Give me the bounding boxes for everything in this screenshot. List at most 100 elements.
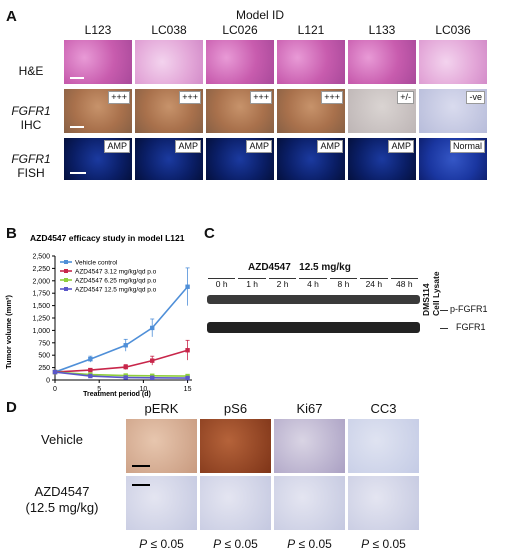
legend-label: Vehicle control bbox=[75, 260, 118, 267]
ihc-image bbox=[273, 418, 346, 474]
y-tick-label: 1,750 bbox=[32, 291, 50, 298]
y-tick-label: 2,250 bbox=[32, 266, 50, 273]
p-value: P ≤ 0.05 bbox=[361, 537, 406, 551]
timepoint-label: 4 h bbox=[299, 278, 327, 289]
ihc-image: +/- bbox=[347, 88, 417, 134]
ihc-image bbox=[273, 475, 346, 531]
data-point bbox=[88, 373, 93, 379]
p-value: P ≤ 0.05 bbox=[213, 537, 258, 551]
stain-name: Ki67 bbox=[296, 401, 323, 416]
data-point bbox=[150, 325, 155, 331]
data-point bbox=[123, 364, 128, 370]
legend-label: AZD4547 3.12 mg/kg/qd p.o bbox=[75, 269, 157, 276]
timepoint-label: 24 h bbox=[360, 278, 388, 289]
ihc-image bbox=[347, 418, 420, 474]
blot-title: AZD4547 12.5 mg/kg bbox=[248, 262, 351, 273]
model-name: LC036 bbox=[435, 23, 471, 37]
panel-d-label: D bbox=[6, 399, 17, 416]
model-name: L121 bbox=[297, 23, 325, 37]
he-image bbox=[276, 39, 346, 85]
timepoint-label: 0 h bbox=[208, 278, 236, 289]
stain-name: CC3 bbox=[370, 401, 397, 416]
band-label-p-fgfr1: p-FGFR1 bbox=[450, 304, 488, 314]
y-tick-label: 750 bbox=[38, 340, 50, 347]
ihc-score: +++ bbox=[250, 91, 272, 104]
ihc-score: -ve bbox=[466, 91, 485, 104]
fish-image: AMP bbox=[347, 137, 417, 181]
series-line bbox=[54, 286, 189, 373]
ihc-score: +/- bbox=[397, 91, 414, 104]
chart-title: AZD4547 efficacy study in model L121 bbox=[30, 233, 185, 243]
ihc-image bbox=[199, 418, 272, 474]
ihc-score: +++ bbox=[321, 91, 343, 104]
fish-status: AMP bbox=[175, 140, 201, 153]
efficacy-chart: AZD4547 efficacy study in model L121 Tum… bbox=[4, 233, 192, 398]
ihc-image bbox=[125, 418, 198, 474]
p-fgfr1-band bbox=[207, 295, 420, 304]
fish-image: AMP bbox=[134, 137, 204, 181]
data-point bbox=[185, 284, 190, 289]
p-value: P ≤ 0.05 bbox=[139, 537, 184, 551]
fish-status: Normal bbox=[449, 140, 485, 153]
data-point bbox=[123, 375, 128, 380]
x-tick-label: 0 bbox=[53, 386, 57, 393]
he-image bbox=[347, 39, 417, 85]
he-image bbox=[418, 39, 488, 85]
panel-c-label: C bbox=[204, 225, 215, 242]
fgfr1-band bbox=[207, 322, 420, 333]
row-label-ihc: FGFR1 IHC bbox=[11, 104, 51, 132]
series-line bbox=[54, 349, 188, 373]
ihc-image: +++ bbox=[276, 88, 346, 134]
ihc-image bbox=[125, 475, 198, 531]
model-name: L133 bbox=[368, 23, 396, 37]
row-label-fish: FGFR1 FISH bbox=[11, 152, 51, 180]
band-tick bbox=[440, 310, 448, 311]
band-label-fgfr1: FGFR1 bbox=[456, 322, 486, 332]
model-name: LC038 bbox=[151, 23, 187, 37]
x-tick-label: 15 bbox=[184, 386, 192, 393]
legend-swatch-marker bbox=[64, 260, 68, 264]
data-point bbox=[150, 358, 155, 363]
fish-status: AMP bbox=[246, 140, 272, 153]
scale-bar bbox=[132, 465, 150, 467]
scale-bar bbox=[132, 484, 150, 486]
scale-bar bbox=[70, 172, 86, 174]
data-point bbox=[88, 367, 93, 373]
data-point bbox=[185, 348, 190, 353]
ihc-image bbox=[199, 475, 272, 531]
timepoint-label: 8 h bbox=[329, 278, 358, 289]
ihc-image: +++ bbox=[63, 88, 133, 134]
ihc-image: -ve bbox=[418, 88, 488, 134]
stain-name: pS6 bbox=[223, 401, 248, 416]
y-tick-label: 1,000 bbox=[32, 328, 50, 335]
ihc-score: +++ bbox=[179, 91, 201, 104]
fish-status: AMP bbox=[317, 140, 343, 153]
data-point bbox=[185, 375, 190, 381]
fish-status: AMP bbox=[104, 140, 130, 153]
legend-label: AZD4547 6.25 mg/kg/qd p.o bbox=[75, 278, 157, 285]
panel-b-label: B bbox=[6, 225, 17, 242]
he-image bbox=[63, 39, 133, 85]
model-name: L123 bbox=[84, 23, 112, 37]
legend-swatch-marker bbox=[64, 278, 68, 282]
y-tick-label: 2,500 bbox=[32, 254, 50, 261]
ihc-image: +++ bbox=[205, 88, 275, 134]
legend-label: AZD4547 12.5 mg/kg/qd p.o bbox=[75, 287, 157, 294]
fish-image: AMP bbox=[205, 137, 275, 181]
row-label-vehicle: Vehicle bbox=[41, 432, 83, 447]
ihc-image bbox=[347, 475, 420, 531]
fish-image: AMP bbox=[276, 137, 346, 181]
ihc-image: +++ bbox=[134, 88, 204, 134]
fish-status: AMP bbox=[388, 140, 414, 153]
y-axis-label: Tumor volume (mm³) bbox=[4, 294, 13, 369]
p-value: P ≤ 0.05 bbox=[287, 537, 332, 551]
y-tick-label: 2,000 bbox=[32, 278, 50, 285]
legend-swatch-marker bbox=[64, 287, 68, 291]
x-tick-label: 5 bbox=[97, 386, 101, 393]
he-image bbox=[205, 39, 275, 85]
timepoint-label: 2 h bbox=[268, 278, 297, 289]
y-tick-label: 1,250 bbox=[32, 316, 50, 323]
scale-bar bbox=[70, 126, 84, 128]
data-point bbox=[150, 375, 155, 380]
model-name: LC026 bbox=[222, 23, 258, 37]
